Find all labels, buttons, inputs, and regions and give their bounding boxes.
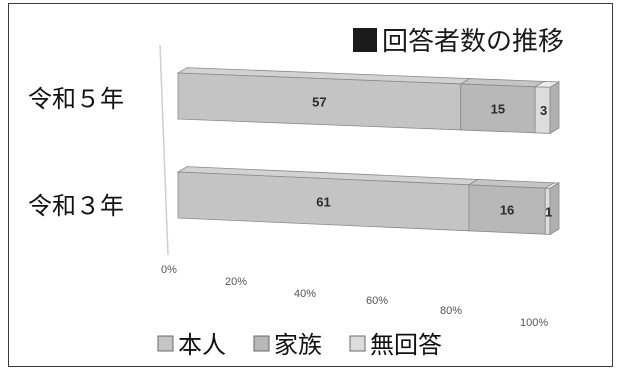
legend-swatch: [253, 335, 270, 352]
bar-segment-reiwa3-s2-side: [549, 182, 560, 236]
x-axis-ticks: 0% 20% 40% 60% 80% 100%: [161, 264, 548, 329]
x-tick-label: 20%: [225, 276, 247, 288]
x-tick-label: 60%: [366, 295, 388, 307]
value-label: 16: [500, 203, 514, 218]
chart-title: 回答者数の推移: [353, 27, 564, 57]
category-label: 令和３年: [28, 192, 124, 220]
value-label: 15: [491, 101, 505, 116]
x-tick-label: 0%: [161, 264, 177, 276]
bar-segment-reiwa5-s2-side: [549, 81, 560, 135]
legend-label: 無回答: [370, 331, 442, 359]
value-label: 61: [316, 194, 330, 209]
legend-label: 本人: [178, 331, 226, 359]
category-axis-line: [159, 44, 169, 256]
value-label: 1: [545, 204, 552, 219]
legend-swatch: [157, 335, 174, 352]
value-label: 57: [312, 94, 326, 109]
x-tick-label: 100%: [520, 317, 548, 329]
bars-group: 57 15 3 61 16 1: [176, 67, 561, 236]
chart-title-text: 回答者数の推移: [382, 27, 564, 57]
x-tick-label: 80%: [440, 305, 462, 317]
category-label: 令和５年: [28, 85, 124, 113]
legend-swatch: [349, 335, 366, 352]
legend-label: 家族: [274, 331, 322, 359]
title-marker-square: [353, 28, 377, 52]
value-label: 3: [540, 103, 547, 118]
x-tick-label: 40%: [294, 288, 316, 300]
legend: 本人 家族 無回答: [157, 331, 442, 359]
